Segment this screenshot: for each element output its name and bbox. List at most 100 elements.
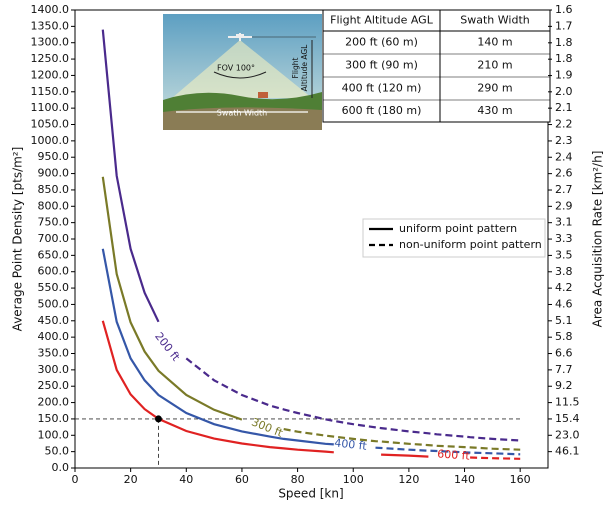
x-tick-label: 100 [343, 473, 364, 486]
illustration-fov-arc [213, 71, 267, 79]
x-tick-label: 80 [291, 473, 305, 486]
uniform-line [101, 29, 160, 323]
y2-tick-label: 3.5 [555, 248, 573, 261]
table-header: Swath Width [460, 14, 529, 27]
illustration-cone [172, 40, 312, 98]
x-tick-label: 120 [398, 473, 419, 486]
y-tick-label: 1000.0 [31, 134, 70, 147]
uniform-line [101, 320, 429, 458]
table-cell: 300 ft (90 m) [345, 59, 418, 72]
y2-tick-label: 11.5 [555, 396, 580, 409]
inset-table: Flight Altitude AGL Swath Width 200 ft (60… [322, 9, 551, 123]
curve-label: 400 ft [334, 436, 368, 452]
x-tick-label: 140 [454, 473, 475, 486]
y-tick-label: 50.0 [45, 445, 70, 458]
y2-tick-label: 1.8 [555, 52, 573, 65]
y2-tick-label: 5.1 [555, 314, 573, 327]
y-tick-label: 1050.0 [31, 118, 70, 131]
y-tick-label: 750.0 [38, 216, 70, 229]
y-tick-label: 0.0 [52, 461, 70, 474]
illustration-plane [228, 33, 252, 41]
illustration-house [258, 92, 268, 98]
uniform-line [101, 176, 243, 421]
table-header: Flight Altitude AGL [330, 14, 434, 27]
nonuniform-line [375, 446, 521, 456]
y2-tick-label: 2.0 [555, 85, 573, 98]
altitude-label: Flight [291, 57, 300, 78]
y2-tick-label: 2.3 [555, 134, 573, 147]
nonuniform-line [283, 428, 521, 451]
y-tick-label: 1100.0 [31, 101, 70, 114]
y-tick-label: 1150.0 [31, 85, 70, 98]
y-axis-label: Average Point Density [pts/m²] [11, 147, 25, 332]
legend-label: non-uniform point pattern [399, 238, 542, 251]
y2-tick-label: 2.2 [555, 118, 573, 131]
y-tick-label: 1350.0 [31, 19, 70, 32]
fov-label: FOV 100° [217, 64, 255, 73]
y-tick-label: 500.0 [38, 297, 70, 310]
y2-tick-label: 3.1 [555, 216, 573, 229]
y-tick-label: 600.0 [38, 265, 70, 278]
altitude-label: Altitude AGL [300, 44, 309, 92]
y2-tick-label: 15.4 [555, 412, 580, 425]
y-tick-label: 1300.0 [31, 36, 70, 49]
y2-tick-label: 23.0 [555, 428, 580, 441]
y2-tick-label: 4.6 [555, 297, 573, 310]
reference-point [154, 415, 162, 423]
y2-tick-label: 46.1 [555, 445, 580, 458]
y2-axis-label: Area Acquisition Rate [km²/h] [591, 151, 605, 328]
y-tick-label: 1250.0 [31, 52, 70, 65]
y-tick-label: 350.0 [38, 347, 70, 360]
nonuniform-line [470, 456, 521, 460]
table-cell: 140 m [477, 36, 512, 49]
table-cell: 600 ft (180 m) [342, 104, 422, 117]
x-tick-label: 60 [235, 473, 249, 486]
table-cell: 430 m [477, 104, 512, 117]
y-tick-label: 150.0 [38, 412, 70, 425]
legend-label: uniform point pattern [399, 222, 517, 235]
y-tick-label: 400.0 [38, 330, 70, 343]
x-tick-label: 20 [124, 473, 138, 486]
table-cell: 400 ft (120 m) [342, 82, 422, 95]
y2-tick-label: 4.2 [555, 281, 573, 294]
y-tick-label: 800.0 [38, 199, 70, 212]
y-tick-label: 300.0 [38, 363, 70, 376]
swath-label: Swath Width [217, 109, 268, 118]
y-tick-label: 250.0 [38, 379, 70, 392]
illustration-ground [163, 107, 322, 130]
legend-box [362, 218, 546, 258]
y2-tick-label: 2.6 [555, 167, 573, 180]
y2-tick-label: 6.6 [555, 347, 573, 360]
y-tick-label: 650.0 [38, 248, 70, 261]
y-tick-label: 950.0 [38, 150, 70, 163]
legend: uniform point pattern non-uniform point … [362, 218, 546, 258]
y-tick-label: 200.0 [38, 396, 70, 409]
y2-tick-label: 3.8 [555, 265, 573, 278]
y-tick-label: 700.0 [38, 232, 70, 245]
y2-tick-label: 2.9 [555, 199, 573, 212]
y-tick-label: 900.0 [38, 167, 70, 180]
y2-tick-label: 9.2 [555, 379, 573, 392]
x-tick-label: 160 [510, 473, 531, 486]
x-axis-label: Speed [kn] [278, 487, 343, 501]
y-tick-label: 450.0 [38, 314, 70, 327]
y2-tick-label: 1.9 [555, 69, 573, 82]
nonuniform-line [185, 357, 521, 442]
y2-tick-label: 1.7 [555, 19, 573, 32]
table-border [322, 9, 551, 123]
table-cell: 200 ft (60 m) [345, 36, 418, 49]
y2-tick-label: 3.3 [555, 232, 573, 245]
y-tick-label: 1400.0 [31, 3, 70, 16]
y2-tick-label: 2.1 [555, 101, 573, 114]
x-tick-label: 40 [179, 473, 193, 486]
table-cell: 290 m [477, 82, 512, 95]
y2-tick-label: 7.7 [555, 363, 573, 376]
inset-illustration: FOV 100° Swath Width Flight Altitude AGL [163, 14, 322, 130]
y2-tick-label: 5.8 [555, 330, 573, 343]
y2-tick-label: 1.8 [555, 36, 573, 49]
y-tick-label: 850.0 [38, 183, 70, 196]
y2-tick-label: 1.6 [555, 3, 573, 16]
x-tick-label: 0 [72, 473, 79, 486]
table-cell: 210 m [477, 59, 512, 72]
